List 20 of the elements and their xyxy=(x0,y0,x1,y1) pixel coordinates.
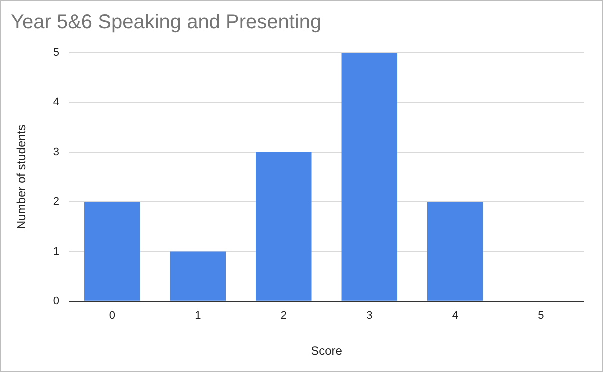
x-tick-label: 1 xyxy=(195,310,202,322)
x-tick-label: 2 xyxy=(280,310,287,322)
bar xyxy=(342,53,398,301)
y-tick-label: 4 xyxy=(53,96,60,109)
bar xyxy=(84,202,140,301)
y-tick-label: 0 xyxy=(53,295,60,308)
x-tick-label: 0 xyxy=(109,310,116,322)
bar xyxy=(256,152,312,301)
y-tick-label: 2 xyxy=(53,196,60,208)
x-axis-title: Score xyxy=(311,344,343,358)
bar xyxy=(428,202,484,301)
y-tick-label: 3 xyxy=(53,146,60,158)
bar xyxy=(170,252,226,301)
chart-title: Year 5&6 Speaking and Presenting xyxy=(11,12,322,34)
y-tick-label: 1 xyxy=(53,246,60,258)
x-tick-label: 3 xyxy=(366,310,373,322)
y-axis-title: Number of students xyxy=(14,124,29,230)
x-tick-label: 4 xyxy=(452,310,458,322)
y-tick-label: 5 xyxy=(53,47,60,60)
x-tick-label: 5 xyxy=(538,310,544,322)
